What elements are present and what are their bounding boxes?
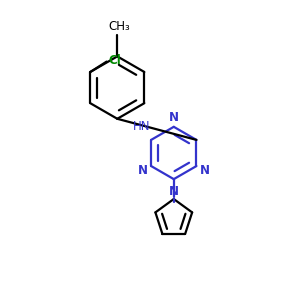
Text: CH₃: CH₃ xyxy=(108,20,130,34)
Text: N: N xyxy=(169,111,179,124)
Text: Cl: Cl xyxy=(109,54,122,67)
Text: N: N xyxy=(200,164,210,177)
Text: N: N xyxy=(138,164,148,177)
Text: N: N xyxy=(169,185,179,198)
Text: HN: HN xyxy=(133,120,150,133)
